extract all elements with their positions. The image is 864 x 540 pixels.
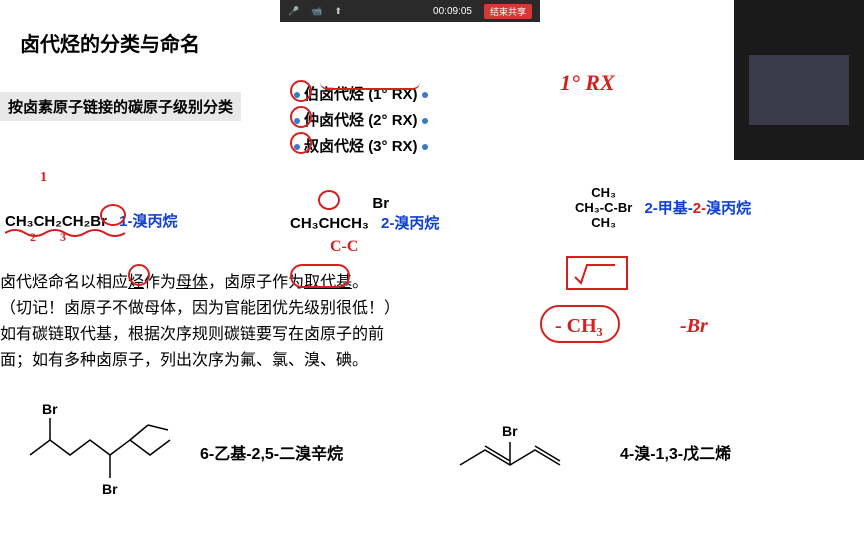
rule-line-2: （切记！卤原子不做母体，因为官能团优先级别很低！） — [0, 296, 400, 322]
rule-line-3: 如有碳链取代基，根据次序规则碳链要写在卤原子的前 — [0, 322, 400, 348]
bullet-icon — [422, 144, 428, 150]
molecule-1-name: 6-乙基-2,5-二溴辛烷 — [200, 440, 343, 464]
molecule-2-name: 4-溴-1,3-戊二烯 — [620, 440, 731, 464]
compound-1-formula: CH₃CH₂CH₂Br — [5, 213, 107, 230]
struct-line: CH₃ — [575, 215, 632, 230]
compound-2-formula: CH₃CHCH₃ — [290, 215, 369, 232]
compound-1: CH₃CH₂CH₂Br 1-溴丙烷 — [5, 210, 177, 231]
molecule-2: Br — [450, 410, 600, 495]
compound-1-name: 1-溴丙烷 — [119, 213, 177, 230]
bullet-icon — [422, 118, 428, 124]
red-circle — [100, 204, 126, 226]
webcam-panel — [734, 0, 864, 160]
red-circle — [128, 264, 150, 286]
share-icon[interactable]: ⬆ — [334, 6, 342, 17]
red-circle — [290, 264, 350, 288]
compound-3: CH₃ CH₃-C-Br CH₃ 2-甲基-2-溴丙烷 — [575, 185, 751, 230]
class-name: 叔卤代烃 — [304, 138, 364, 155]
svg-text:Br: Br — [102, 481, 118, 497]
class-type: (3° RX) — [368, 138, 417, 155]
red-ellipse — [540, 305, 620, 343]
name-pre: 2-甲基- — [644, 200, 692, 217]
red-circle — [290, 80, 312, 102]
recording-timer: 00:09:05 — [433, 6, 472, 17]
struct-line: CH₃-C-Br — [575, 200, 632, 215]
classification-header-wrap: 按卤素原子链接的碳原子级别分类 — [0, 92, 241, 121]
classification-header: 按卤素原子链接的碳原子级别分类 — [0, 92, 241, 121]
struct-line: CH₃ — [575, 185, 632, 200]
red-circle — [290, 132, 312, 154]
svg-text:Br: Br — [502, 423, 518, 439]
svg-text:Br: Br — [42, 401, 58, 417]
compound-2: Br CH₃CHCH₃ 2-溴丙烷 — [290, 195, 439, 233]
webcam-feed — [749, 55, 849, 125]
rule-line-4: 面；如有多种卤原子，列出次序为氟、氯、溴、碘。 — [0, 348, 400, 374]
molecule-2-svg: Br — [450, 410, 600, 490]
anno-num-3: 3 — [60, 230, 66, 245]
audio-icon[interactable]: 🎤 — [288, 6, 299, 17]
name-post: 溴丙烷 — [706, 200, 751, 217]
anno-primary-rx: 1° RX — [560, 70, 615, 96]
anno-num-1: 1 — [40, 170, 47, 186]
anno-br: -Br — [680, 315, 708, 338]
bullet-icon — [422, 92, 428, 98]
name-red: 2- — [693, 200, 706, 217]
molecule-1: Br Br — [20, 400, 190, 515]
red-circle — [290, 106, 312, 128]
anno-num-2: 2 — [30, 230, 36, 245]
class-name: 仲卤代烃 — [304, 112, 364, 129]
molecule-1-svg: Br Br — [20, 400, 190, 510]
compound-3-name: 2-甲基-2-溴丙烷 — [644, 200, 751, 217]
page-title: 卤代烃的分类与命名 — [20, 28, 200, 57]
anno-cc: C-C — [330, 238, 358, 256]
compound-3-structure: CH₃ CH₃-C-Br CH₃ — [575, 185, 632, 230]
red-box — [565, 255, 635, 295]
video-icon[interactable]: 📹 — [311, 6, 322, 17]
recording-toolbar: 🎤 📹 ⬆ 00:09:05 结束共享 — [280, 0, 540, 22]
compound-2-name: 2-溴丙烷 — [381, 215, 439, 232]
class-type: (2° RX) — [368, 112, 417, 129]
red-underline — [320, 74, 420, 90]
end-share-button[interactable]: 结束共享 — [484, 4, 532, 19]
compound-2-br: Br — [372, 195, 389, 212]
red-circle — [318, 190, 340, 210]
